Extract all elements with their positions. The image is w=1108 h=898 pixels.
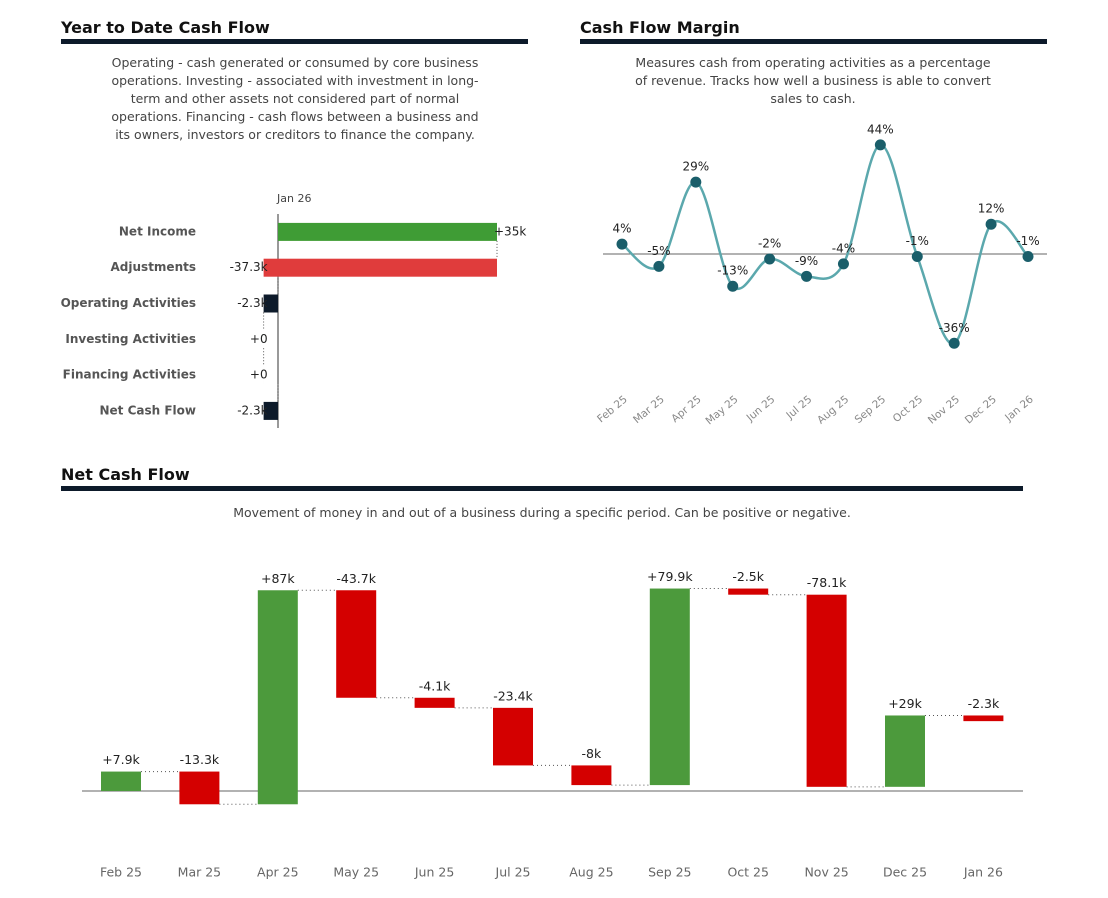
- marker: [690, 176, 702, 188]
- bar: [963, 715, 1004, 722]
- chart-subtitle: Movement of money in and out of a busine…: [233, 505, 851, 520]
- x-tick-label: Mar 25: [178, 865, 221, 880]
- bar: [414, 697, 455, 708]
- x-tick-label: May 25: [333, 865, 379, 880]
- bar: [885, 715, 925, 787]
- marker: [911, 250, 923, 262]
- value-label: -2.3k: [237, 296, 267, 310]
- x-tick-label: Aug 25: [569, 865, 613, 880]
- x-tick-label: Feb 25: [100, 865, 142, 880]
- bar: [728, 588, 769, 595]
- value-label: +7.9k: [102, 752, 140, 767]
- value-label: -43.7k: [336, 571, 376, 586]
- value-label: -2.5k: [732, 569, 764, 584]
- marker: [985, 218, 997, 230]
- bar: [806, 594, 847, 787]
- line: [621, 143, 1029, 345]
- x-tick-label: Jul 25: [783, 393, 814, 422]
- x-tick-label: Nov 25: [926, 393, 962, 426]
- bar: [179, 771, 220, 805]
- value-label: -23.4k: [493, 688, 533, 703]
- value-label: 4%: [612, 222, 631, 236]
- bar: [263, 258, 497, 277]
- x-tick-label: Oct 25: [727, 865, 769, 880]
- value-label: -8k: [582, 746, 602, 761]
- bar: [493, 707, 533, 766]
- x-tick-label: Jan 26: [1002, 393, 1036, 424]
- bar: [336, 590, 377, 698]
- category-label: Net Cash Flow: [99, 403, 196, 417]
- x-tick-label: Jun 25: [414, 865, 454, 880]
- marker: [837, 258, 849, 270]
- value-label: -37.3k: [230, 260, 268, 274]
- chart-subtitle: Operating - cash generated or consumed b…: [111, 55, 479, 142]
- x-tick-label: Jun 25: [744, 393, 778, 424]
- marker: [1022, 250, 1034, 262]
- value-label: -78.1k: [807, 575, 847, 590]
- marker: [874, 139, 886, 151]
- value-label: -4.1k: [419, 678, 451, 693]
- marker: [653, 260, 665, 272]
- x-tick-label: Dec 25: [963, 393, 999, 426]
- chart-title: Net Cash Flow: [61, 465, 1023, 491]
- value-label: +87k: [261, 571, 295, 586]
- bar: [101, 771, 141, 791]
- bar: [278, 222, 497, 241]
- bar: [263, 401, 278, 420]
- bar: [257, 590, 298, 805]
- bar: [649, 588, 690, 786]
- marker: [801, 270, 813, 282]
- category-label: Net Income: [119, 224, 196, 238]
- value-label: -2.3k: [237, 403, 267, 417]
- x-tick-label: Sep 25: [648, 865, 691, 880]
- x-tick-label: Apr 25: [257, 865, 299, 880]
- value-label: -5%: [647, 244, 670, 258]
- x-tick-label: Mar 25: [631, 393, 667, 426]
- x-tick-label: Oct 25: [891, 393, 925, 425]
- marker: [764, 253, 776, 265]
- value-label: -2.3k: [968, 696, 1000, 711]
- chart-subtitle: Measures cash from operating activities …: [635, 55, 991, 106]
- x-tick-label: Jan 26: [963, 865, 1003, 880]
- x-tick-label: Nov 25: [804, 865, 848, 880]
- value-label: -9%: [795, 254, 818, 268]
- value-label: -1%: [1016, 234, 1039, 248]
- value-label: +35k: [494, 224, 526, 238]
- x-tick-label: Feb 25: [595, 393, 630, 425]
- category-label: Adjustments: [111, 260, 196, 274]
- x-tick-label: Jul 25: [495, 865, 531, 880]
- x-tick-label: Dec 25: [883, 865, 927, 880]
- value-label: 44%: [867, 122, 894, 136]
- chart-title: Cash Flow Margin: [580, 18, 1047, 44]
- value-label: -36%: [939, 321, 970, 335]
- marker: [948, 337, 960, 349]
- value-label: -13.3k: [180, 752, 220, 767]
- value-label: 12%: [978, 202, 1005, 216]
- category-label: Investing Activities: [65, 332, 196, 346]
- marker: [727, 280, 739, 292]
- chart-title: Year to Date Cash Flow: [61, 18, 528, 44]
- category-label: Operating Activities: [61, 296, 196, 310]
- marker: [616, 238, 628, 250]
- value-label: +29k: [888, 696, 922, 711]
- value-label: -2%: [758, 236, 781, 250]
- bar: [263, 294, 278, 313]
- value-label: -13%: [717, 264, 748, 278]
- value-label: +0: [250, 332, 268, 346]
- value-label: +0: [250, 368, 268, 382]
- x-tick-label: Sep 25: [853, 393, 889, 426]
- category-label: Financing Activities: [63, 368, 196, 382]
- x-tick-label: Aug 25: [815, 393, 851, 426]
- bar: [571, 765, 612, 786]
- value-label: +79.9k: [647, 569, 693, 584]
- value-label: -4%: [832, 241, 855, 255]
- value-label: -1%: [906, 234, 929, 248]
- value-label: 29%: [682, 160, 709, 174]
- x-tick-label: Apr 25: [669, 393, 703, 425]
- series-label: Jan 26: [276, 192, 311, 205]
- x-tick-label: May 25: [703, 393, 740, 427]
